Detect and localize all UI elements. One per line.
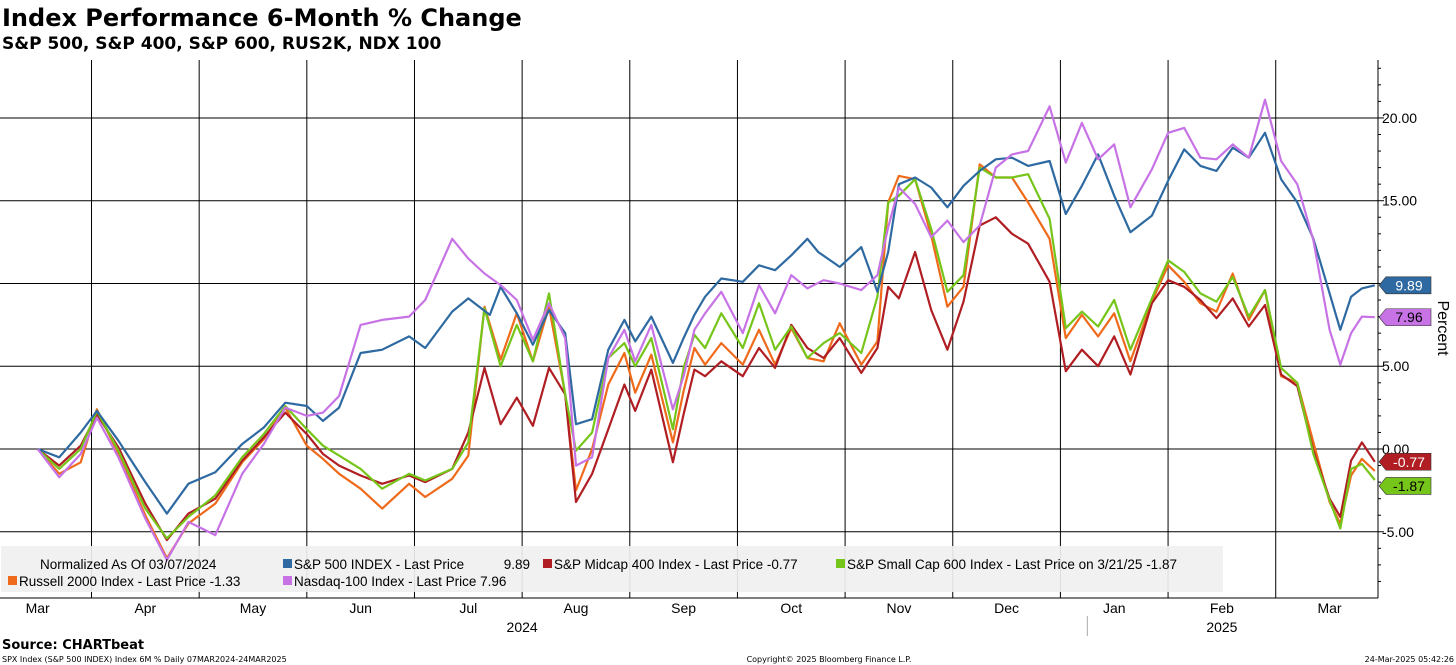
legend-value: 9.89 [504,557,530,572]
legend-value: -1.87 [1142,557,1177,572]
footer-series-info: SPX Index (S&P 500 INDEX) Index 6M % Dai… [2,655,287,664]
legend-swatch [543,559,552,568]
legend-label: S&P Small Cap 600 Index - Last Price on … [847,557,1177,572]
last-value-tag [1378,477,1432,495]
y-axis-label: Percent [1434,300,1451,356]
legend-swatch [836,559,845,568]
x-month-label: Apr [134,600,156,616]
x-month-label: Mar [26,600,50,616]
legend-label: S&P 500 INDEX - Last Price [294,557,464,572]
chart-subtitle: S&P 500, S&P 400, S&P 600, RUS2K, NDX 10… [2,34,441,54]
last-value-tag [1378,276,1432,295]
x-month-label: May [240,600,266,616]
plot-frame [0,60,1379,599]
legend-label: S&P Midcap 400 Index - Last Price -0.77 [554,557,798,572]
series-line-russell-2000-index [36,163,1376,560]
last-value-text: 9.89 [1395,277,1422,293]
x-month-label: Jul [459,600,477,616]
legend-swatch [283,559,292,568]
chart-title: Index Performance 6-Month % Change [2,4,522,32]
x-month-label: Aug [564,600,589,616]
y-tick-label: 5.00 [1382,358,1409,374]
series-line-nasdaq-100-index [36,98,1375,562]
series-line-s-p-small-cap-600-index [36,166,1376,540]
legend-header: Normalized As Of 03/07/2024 [40,557,217,572]
legend-label: Nasdaq-100 Index - Last Price 7.96 [294,574,506,589]
x-month-label: Mar [1317,600,1341,616]
x-axis: Mar Apr May Jun Jul Aug Sep Oct Nov Dec Jan Feb Mar 2… [26,600,1342,636]
x-month-label: Sep [671,600,696,616]
legend-swatch [8,576,17,585]
legend-background [1,546,1223,592]
legend-label: Russell 2000 Index - Last Price -1.33 [19,574,240,589]
x-month-label: Feb [1210,600,1234,616]
footer-timestamp: 24-Mar-2025 05:42:26 [1365,655,1454,664]
x-month-label: Dec [994,600,1019,616]
legend-swatch [283,576,292,585]
y-tick-label: 15.00 [1382,193,1417,209]
plot-series [36,98,1376,562]
last-value-text: -1.87 [1393,478,1425,494]
last-value-text: 7.96 [1395,309,1422,325]
series-line-s-p-500-index [37,131,1376,515]
last-value-tag [1378,452,1432,471]
grid-lines [0,60,1378,598]
x-month-label: Jun [349,600,372,616]
legend-value: -1.33 [206,574,241,589]
last-value-tag [1378,308,1432,327]
y-tick-label: -5.00 [1382,524,1414,540]
legend-value: -0.77 [763,557,798,572]
legend-value: 7.96 [476,574,506,589]
source-note: Source: CHARTbeat [2,638,144,653]
x-month-label: Nov [886,600,911,616]
y-tick-label: 20.00 [1382,110,1417,126]
legend-box [1,546,1223,592]
x-year-label: 2025 [1206,619,1237,635]
last-value-text: -0.77 [1393,454,1425,470]
series-line-s-p-midcap-400-index [37,216,1376,542]
legend: Normalized As Of 03/07/2024 S&P 500 INDEX… [8,557,1177,589]
x-month-label: Oct [780,600,802,616]
last-value-labels: 9.89 -0.77 -1.87 7.96 [1378,276,1432,495]
x-year-label: 2024 [507,619,538,635]
x-month-label: Jan [1103,600,1126,616]
footer-copyright: Copyright© 2025 Bloomberg Finance L.P. [747,655,912,664]
